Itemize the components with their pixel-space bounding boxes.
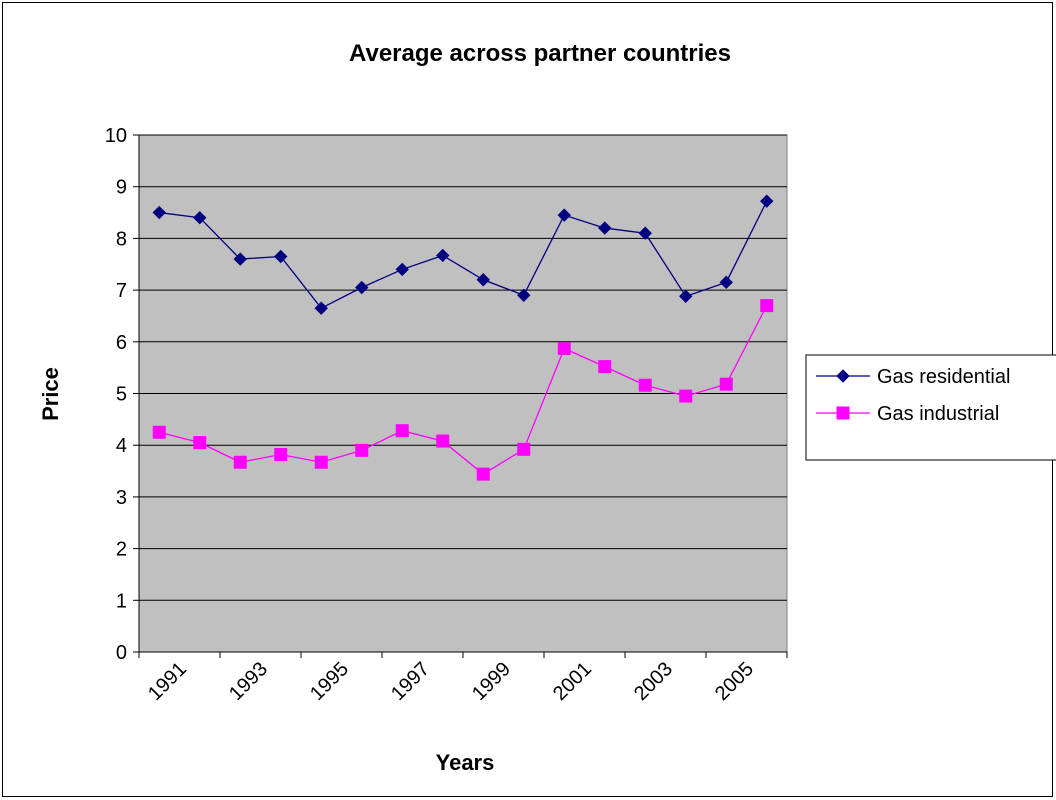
legend-entry: Gas residential bbox=[816, 366, 1010, 388]
data-point bbox=[152, 425, 166, 439]
x-tick-label: 2003 bbox=[630, 658, 677, 705]
x-tick-label: 1991 bbox=[144, 658, 191, 705]
data-point bbox=[760, 299, 774, 313]
data-point bbox=[760, 194, 774, 208]
chart-title: Average across partner countries bbox=[349, 40, 731, 67]
legend-label: Gas residential bbox=[877, 366, 1010, 388]
y-tick-label: 10 bbox=[105, 125, 127, 147]
y-tick-label: 7 bbox=[116, 280, 127, 302]
x-tick-label: 1995 bbox=[306, 658, 353, 705]
data-point bbox=[355, 443, 369, 457]
y-tick-label: 0 bbox=[116, 642, 127, 664]
legend: Gas residential Gas industrial bbox=[805, 354, 1056, 461]
data-point bbox=[314, 301, 328, 315]
series-line bbox=[159, 305, 768, 475]
y-axis-label: Price bbox=[38, 367, 63, 421]
y-tick-label: 1 bbox=[116, 590, 127, 612]
data-point bbox=[395, 424, 409, 438]
data-point bbox=[679, 389, 693, 403]
y-tick-label: 9 bbox=[116, 177, 127, 199]
y-tick-label: 2 bbox=[116, 539, 127, 561]
data-point bbox=[314, 455, 328, 469]
data-point bbox=[679, 289, 693, 304]
y-tick-label: 3 bbox=[116, 487, 127, 509]
legend-marker bbox=[836, 369, 850, 383]
data-point bbox=[233, 455, 247, 469]
y-tick-label: 5 bbox=[116, 384, 127, 406]
x-tick-label: 1999 bbox=[468, 658, 515, 705]
data-point bbox=[193, 211, 207, 225]
x-tick-label: 1993 bbox=[225, 658, 272, 705]
data-point bbox=[517, 442, 531, 456]
data-point bbox=[598, 221, 612, 235]
data-point bbox=[193, 436, 207, 450]
grid-lines bbox=[139, 134, 787, 601]
data-point bbox=[274, 448, 288, 462]
series-layer bbox=[152, 194, 774, 481]
legend-marker bbox=[836, 406, 850, 420]
y-tick-label: 6 bbox=[116, 332, 127, 354]
data-point bbox=[719, 275, 733, 290]
legend-label: Gas industrial bbox=[877, 403, 999, 425]
data-point bbox=[557, 342, 571, 356]
data-point bbox=[436, 248, 450, 263]
data-point bbox=[476, 467, 490, 481]
data-point bbox=[638, 378, 652, 392]
data-point bbox=[233, 252, 247, 266]
data-point bbox=[436, 434, 450, 448]
y-axis-ticks: 0 1 2 3 4 5 6 7 8 9 10 bbox=[105, 125, 140, 664]
x-axis-label: Years bbox=[436, 750, 495, 775]
data-point bbox=[274, 249, 288, 264]
x-tick-label: 1997 bbox=[387, 658, 434, 705]
data-point bbox=[517, 288, 531, 302]
legend-entry: Gas industrial bbox=[816, 403, 999, 425]
data-point bbox=[719, 377, 733, 391]
data-point bbox=[557, 208, 571, 222]
y-tick-label: 8 bbox=[116, 228, 127, 250]
data-point bbox=[638, 226, 652, 240]
series-line bbox=[159, 200, 768, 310]
series-0 bbox=[152, 194, 774, 315]
data-point bbox=[355, 280, 369, 295]
data-point bbox=[476, 273, 490, 287]
x-tick-label: 2005 bbox=[711, 658, 758, 705]
data-point bbox=[395, 262, 409, 277]
series-1 bbox=[152, 299, 774, 481]
x-tick-label: 2001 bbox=[549, 658, 596, 705]
data-point bbox=[152, 205, 166, 220]
y-tick-label: 4 bbox=[116, 435, 127, 457]
x-axis-ticks: 1991 1993 1995 1997 1999 2001 2003 2005 bbox=[138, 651, 788, 705]
data-point bbox=[598, 360, 612, 374]
